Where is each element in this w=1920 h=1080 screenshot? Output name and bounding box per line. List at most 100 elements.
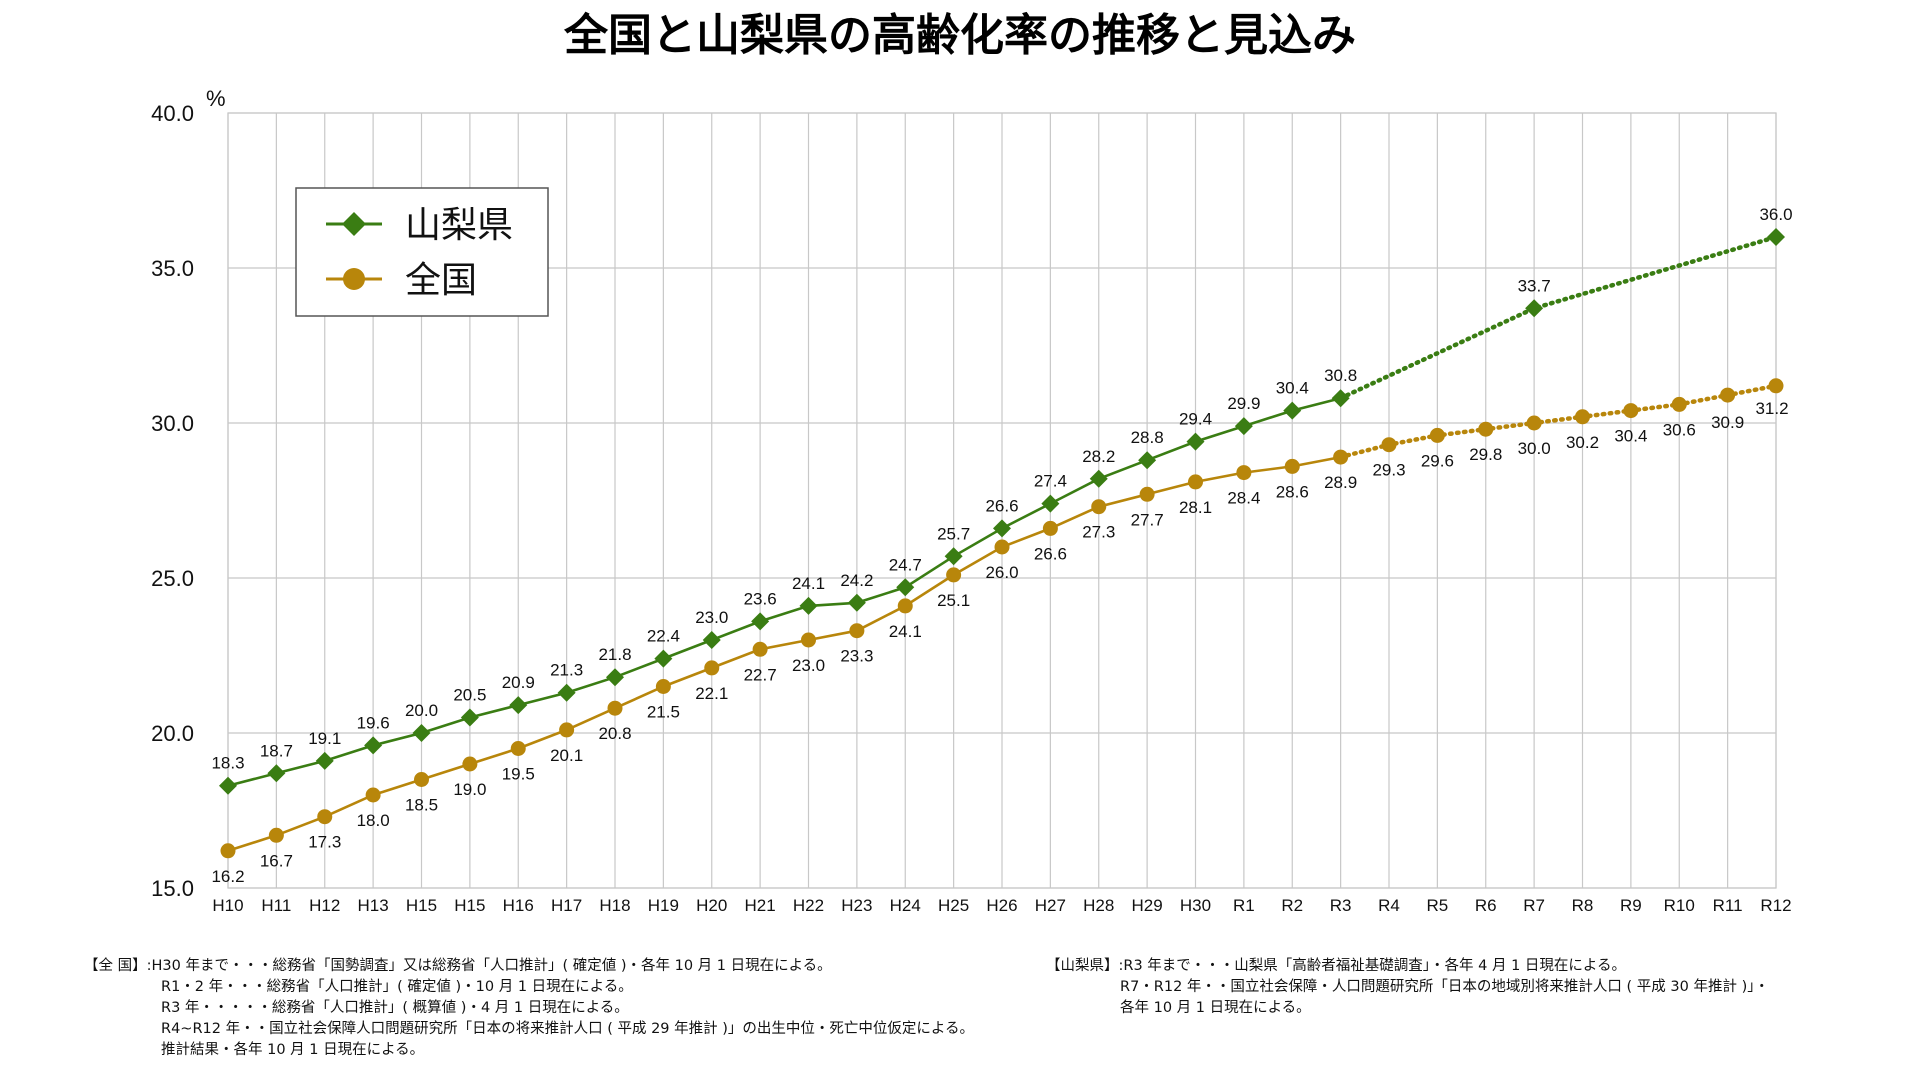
data-label: 25.7	[937, 524, 970, 543]
data-label: 29.8	[1469, 445, 1502, 464]
marker-diamond	[606, 668, 624, 687]
data-label: 27.4	[1034, 472, 1067, 491]
data-label: 29.6	[1421, 451, 1454, 470]
x-tick-label: H26	[986, 896, 1017, 915]
marker-circle	[1236, 465, 1252, 481]
x-tick-label: R4	[1378, 896, 1400, 915]
marker-circle	[559, 722, 575, 738]
marker-diamond	[1138, 451, 1157, 470]
x-tick-label: H11	[261, 896, 291, 915]
marker-circle	[752, 641, 768, 657]
x-axis-ticks: H10 H11 H12 H13 H15 H15 H16 H17 H18 H19 H20 H21 H22 H…	[212, 896, 1791, 915]
x-tick-label: R12	[1760, 896, 1791, 915]
marker-diamond	[654, 649, 673, 668]
x-tick-label: H20	[696, 896, 727, 915]
data-label: 24.1	[889, 622, 922, 641]
data-label: 30.2	[1566, 433, 1599, 452]
data-label: 25.1	[937, 591, 970, 610]
data-label: 23.6	[744, 589, 777, 608]
marker-circle	[704, 660, 720, 676]
data-label: 27.7	[1131, 510, 1164, 529]
data-label: 20.1	[550, 746, 583, 765]
marker-circle	[1429, 427, 1445, 443]
marker-diamond	[993, 519, 1011, 538]
marker-circle	[414, 772, 429, 787]
marker-circle	[1381, 437, 1397, 453]
marker-circle	[849, 623, 865, 639]
y-tick-label: 30.0	[151, 411, 194, 436]
data-label: 23.3	[840, 647, 873, 666]
notes-yamanashi: 【山梨県】:R3 年まで・・・山梨県「高齢者福祉基礎調査」・各年 4 月 1 日…	[1046, 956, 1769, 1019]
data-label: 20.8	[598, 724, 631, 743]
data-label: 28.4	[1227, 489, 1260, 508]
data-label: 28.8	[1131, 428, 1164, 447]
legend-label-yamanashi: 山梨県	[405, 205, 513, 246]
marker-circle	[655, 679, 671, 694]
marker-circle	[1139, 486, 1155, 502]
data-label: 24.7	[889, 555, 922, 574]
marker-circle	[462, 756, 478, 772]
marker-circle	[946, 567, 962, 583]
marker-circle	[994, 539, 1010, 555]
legend-circle-marker	[343, 268, 365, 290]
y-tick-label: 40.0	[151, 101, 194, 126]
chart-title: 全国と山梨県の高齢化率の推移と見込み	[563, 10, 1356, 61]
legend: 山梨県 全国	[295, 187, 549, 317]
y-tick-label: 15.0	[151, 876, 194, 901]
marker-diamond	[847, 593, 866, 612]
data-label: 30.4	[1614, 427, 1647, 446]
data-label: 19.5	[502, 765, 535, 784]
data-label: 30.4	[1276, 379, 1309, 398]
data-label: 19.6	[357, 713, 390, 732]
marker-circle	[1284, 458, 1300, 474]
data-label: 28.1	[1179, 498, 1212, 517]
data-label: 18.0	[357, 811, 390, 830]
marker-diamond	[364, 736, 383, 755]
data-label: 31.2	[1755, 399, 1788, 418]
data-label: 26.0	[985, 563, 1018, 582]
marker-diamond	[1525, 299, 1544, 318]
notes-national: 【全 国】:H30 年まで・・・総務省「国勢調査」又は総務省「人口推計」( 確定…	[84, 956, 974, 1061]
marker-circle	[1623, 403, 1639, 419]
marker-diamond	[412, 724, 431, 742]
marker-diamond	[460, 708, 479, 727]
note-line: R7・R12 年・・国立社会保障・人口問題研究所「日本の地域別将来推計人口 ( …	[1120, 979, 1769, 995]
data-label: 16.2	[211, 867, 244, 886]
x-tick-label: R2	[1281, 896, 1303, 915]
x-tick-label: H29	[1132, 896, 1163, 915]
data-label: 27.3	[1082, 523, 1115, 542]
marker-circle	[268, 827, 284, 843]
marker-circle	[317, 809, 333, 825]
marker-circle	[1188, 474, 1203, 490]
marker-diamond	[1041, 494, 1060, 513]
marker-diamond	[751, 612, 770, 631]
marker-diamond	[1089, 469, 1108, 488]
marker-circle	[1671, 396, 1687, 412]
note-line: R3 年・・・・・総務省「人口推計」( 概算値 )・4 月 1 日現在による。	[161, 1000, 629, 1016]
x-tick-label: R10	[1664, 896, 1695, 915]
data-label: 36.0	[1759, 205, 1792, 224]
x-tick-label: H17	[551, 896, 582, 915]
marker-circle	[897, 598, 913, 614]
x-tick-label: R1	[1233, 896, 1255, 915]
note-line: R1・2 年・・・総務省「人口推計」( 確定値 )・10 月 1 日現在による。	[161, 979, 633, 995]
data-label: 24.2	[840, 571, 873, 590]
data-label: 23.0	[792, 656, 825, 675]
x-tick-label: H15	[454, 896, 485, 915]
note-line: 各年 10 月 1 日現在による。	[1120, 1000, 1311, 1016]
marker-circle	[801, 632, 816, 648]
data-label: 28.9	[1324, 473, 1357, 492]
data-label: 22.1	[695, 684, 728, 703]
data-label: 18.5	[405, 796, 438, 815]
y-tick-label: 20.0	[151, 721, 194, 746]
data-label: 16.7	[260, 851, 293, 870]
x-tick-label: H28	[1083, 896, 1114, 915]
marker-diamond	[315, 751, 334, 770]
data-label: 26.6	[1034, 544, 1067, 563]
x-tick-label: H15	[406, 896, 437, 915]
series-layer	[219, 228, 1785, 859]
x-tick-label: H24	[890, 896, 921, 915]
marker-circle	[1091, 499, 1107, 515]
data-label: 30.0	[1518, 439, 1551, 458]
